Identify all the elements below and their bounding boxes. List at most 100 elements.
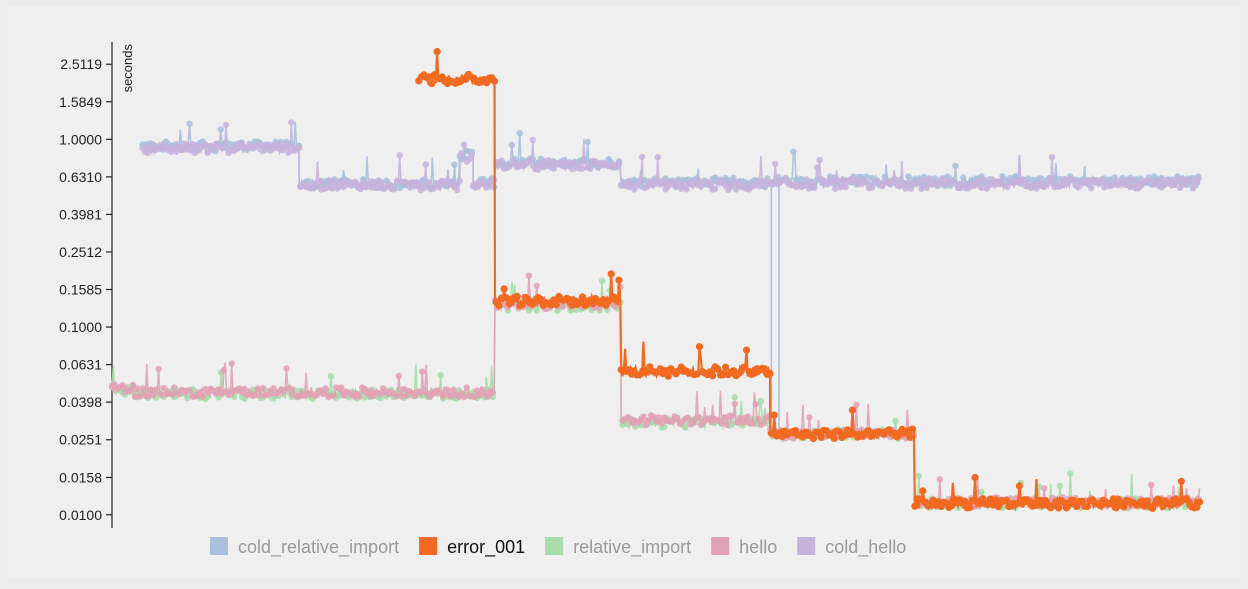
data-point xyxy=(800,182,808,190)
data-point xyxy=(463,384,470,391)
data-point xyxy=(1175,499,1183,507)
legend-item-hello[interactable]: hello xyxy=(711,537,777,557)
data-point xyxy=(137,393,144,400)
data-point xyxy=(760,420,767,427)
data-point xyxy=(171,384,178,391)
data-point xyxy=(147,386,154,393)
data-point xyxy=(905,173,912,180)
data-point xyxy=(1148,481,1155,488)
y-tick-label: 0.6310 xyxy=(59,169,102,185)
data-point xyxy=(936,476,943,483)
data-point xyxy=(391,186,398,193)
data-point xyxy=(1041,485,1048,492)
data-point xyxy=(568,165,576,173)
data-point xyxy=(440,393,447,400)
data-point xyxy=(471,393,478,400)
data-point xyxy=(119,381,126,389)
data-point xyxy=(220,367,227,374)
legend-item-cold_relative_import[interactable]: cold_relative_import xyxy=(210,537,399,558)
data-point xyxy=(186,120,193,127)
data-point xyxy=(863,179,870,186)
data-point xyxy=(584,138,591,146)
data-point xyxy=(659,177,667,184)
data-point xyxy=(824,181,831,188)
data-point xyxy=(222,121,230,129)
data-point xyxy=(682,424,689,431)
legend-item-cold_hello[interactable]: cold_hello xyxy=(797,537,906,558)
data-point xyxy=(615,276,623,284)
data-point xyxy=(772,160,779,168)
chart-background xyxy=(8,6,1240,578)
data-point xyxy=(186,387,194,394)
data-point xyxy=(283,365,290,372)
data-point xyxy=(257,392,264,399)
data-point xyxy=(636,177,643,184)
data-point xyxy=(813,164,821,171)
data-point xyxy=(892,176,899,183)
data-point xyxy=(204,149,211,156)
data-point xyxy=(453,186,461,194)
data-point xyxy=(445,387,452,394)
data-point xyxy=(587,165,594,172)
y-tick-label: 0.1000 xyxy=(59,319,102,335)
legend-swatch xyxy=(797,537,816,555)
data-point xyxy=(476,392,483,399)
data-point xyxy=(848,406,857,414)
data-point xyxy=(458,149,465,157)
data-point xyxy=(576,299,584,307)
data-point xyxy=(651,178,659,185)
data-point xyxy=(259,148,266,155)
data-point xyxy=(254,385,261,392)
data-point xyxy=(149,141,157,148)
y-tick-label: 0.0251 xyxy=(59,432,102,448)
legend-swatch xyxy=(711,537,730,555)
data-point xyxy=(1187,177,1194,184)
data-point xyxy=(191,149,198,156)
data-point xyxy=(233,145,240,153)
data-point xyxy=(892,417,899,424)
y-tick-label: 0.3981 xyxy=(59,206,102,222)
data-point xyxy=(975,178,983,185)
data-point xyxy=(638,153,646,161)
data-point xyxy=(450,386,457,393)
data-point xyxy=(952,162,959,170)
data-point xyxy=(484,393,491,400)
data-point xyxy=(1033,185,1040,192)
data-point xyxy=(275,140,282,148)
data-point xyxy=(1176,184,1184,192)
data-point xyxy=(684,414,691,421)
data-point xyxy=(558,158,565,165)
data-point xyxy=(393,177,401,184)
data-point xyxy=(753,178,761,185)
data-point xyxy=(1127,183,1134,191)
data-point xyxy=(307,185,315,192)
data-point xyxy=(1155,177,1163,184)
legend-item-error_001[interactable]: error_001 xyxy=(419,537,525,558)
legend-label: cold_relative_import xyxy=(238,537,399,558)
data-point xyxy=(326,177,333,184)
data-point xyxy=(144,393,152,400)
data-point xyxy=(761,365,769,373)
data-point xyxy=(868,184,876,191)
data-point xyxy=(241,385,248,392)
data-point xyxy=(331,180,338,187)
legend-label: cold_hello xyxy=(825,537,906,558)
data-point xyxy=(333,185,341,192)
data-point xyxy=(328,185,335,192)
data-point xyxy=(755,415,762,422)
data-point xyxy=(809,435,817,443)
data-point xyxy=(550,165,557,172)
data-point xyxy=(658,419,665,427)
data-point xyxy=(842,183,849,191)
data-point xyxy=(1189,185,1197,192)
data-point xyxy=(366,387,374,394)
data-point xyxy=(1002,496,1010,504)
legend-item-relative_import[interactable]: relative_import xyxy=(545,537,691,558)
data-point xyxy=(378,179,385,186)
data-point xyxy=(456,177,463,184)
legend-swatch xyxy=(419,537,438,555)
data-point xyxy=(919,487,927,495)
data-point xyxy=(1055,504,1063,512)
data-point xyxy=(994,503,1003,511)
data-point xyxy=(155,365,162,373)
